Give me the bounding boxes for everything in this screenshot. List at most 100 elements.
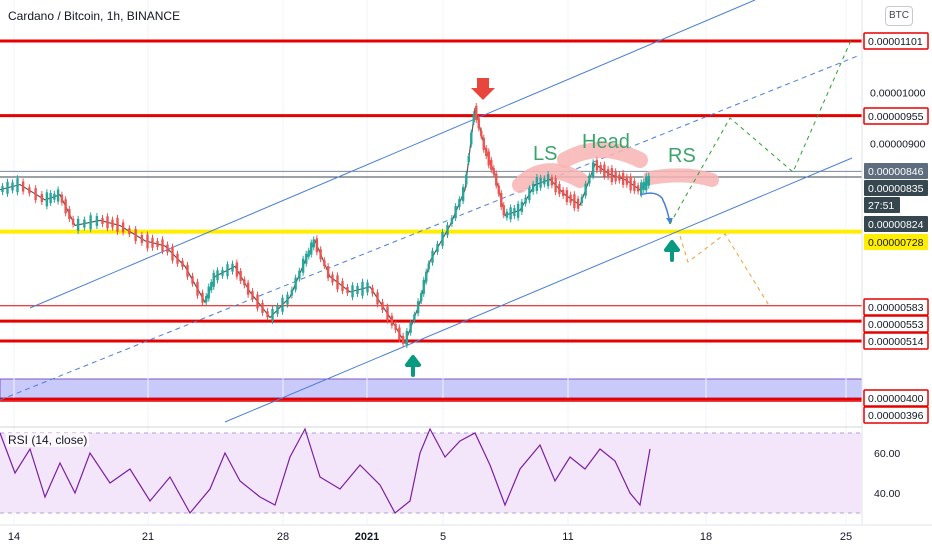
- candle-body: [505, 211, 509, 218]
- candle-body: [546, 174, 550, 187]
- candle-body: [470, 132, 473, 145]
- candle-body: [558, 184, 561, 195]
- candle-body: [34, 188, 37, 201]
- candle-body: [286, 294, 289, 305]
- candle-body: [53, 193, 56, 200]
- candle-body: [482, 137, 485, 150]
- candle-body: [290, 289, 294, 296]
- price-label-bg: [864, 163, 928, 179]
- price-label: 0.00000400: [863, 389, 929, 407]
- price-label-text: 27:51: [868, 200, 894, 212]
- candle-body: [543, 178, 546, 185]
- candle-body: [524, 197, 527, 204]
- price-label: 0.00000728: [864, 234, 928, 250]
- candle-body: [446, 224, 449, 235]
- purple-band: [0, 378, 863, 399]
- candle-body: [495, 173, 498, 186]
- candle-body: [201, 292, 204, 303]
- head-arc: [557, 142, 648, 168]
- candle-body: [101, 218, 104, 225]
- candle-body: [516, 203, 520, 218]
- candle-body: [216, 270, 219, 281]
- left-shoulder-arc: [512, 163, 588, 193]
- candle-body: [351, 285, 354, 298]
- candle-body: [251, 291, 254, 300]
- candle-body: [606, 169, 610, 178]
- candle-body: [487, 151, 490, 166]
- price-label-bg: [864, 180, 928, 196]
- candle-body: [266, 311, 269, 318]
- candle-body: [210, 282, 213, 291]
- candle-body: [513, 208, 516, 217]
- price-label-bg: [863, 389, 929, 407]
- candle-body: [346, 287, 349, 294]
- candle-body: [640, 182, 643, 195]
- price-label-text: 0.00000583: [868, 302, 924, 314]
- candle-body: [294, 277, 297, 290]
- candle-body: [186, 264, 189, 277]
- candle-body: [121, 222, 125, 233]
- projection-curve: [639, 192, 671, 225]
- candle-body: [356, 286, 359, 295]
- candle-body: [298, 270, 301, 279]
- candle-body: [6, 181, 9, 194]
- currency-button[interactable]: BTC: [885, 6, 913, 26]
- candle-body: [427, 263, 430, 270]
- candle-body: [371, 287, 374, 294]
- candle-body: [390, 315, 394, 326]
- candle-body: [454, 206, 457, 219]
- candle-body: [554, 178, 557, 193]
- candle-body: [405, 330, 409, 345]
- rsi-label: RSI (14, close): [6, 433, 90, 447]
- price-label-text: 0.00000553: [868, 319, 924, 331]
- candle-body: [326, 266, 330, 279]
- candle-body: [64, 199, 67, 214]
- candle-body: [341, 281, 344, 292]
- candle-body: [271, 308, 274, 321]
- candle-body: [475, 106, 478, 121]
- price-label-bg: [864, 197, 900, 213]
- candle-body: [576, 198, 580, 209]
- price-label-text: 0.00000514: [868, 336, 924, 348]
- price-label-bg: [863, 32, 929, 50]
- candle-body: [618, 174, 621, 181]
- price-label: 0.00000553: [863, 315, 929, 333]
- price-label-bg: [864, 234, 928, 250]
- candle-body: [281, 297, 284, 312]
- candle-body: [176, 253, 179, 264]
- candle-body: [226, 264, 229, 277]
- candle-body: [307, 250, 310, 257]
- candle-body: [422, 279, 425, 294]
- candle-body: [431, 250, 434, 263]
- candle-body: [461, 187, 465, 202]
- annotation-label: RS: [668, 145, 696, 167]
- rsi-band: [0, 433, 862, 513]
- candle-body: [595, 160, 599, 171]
- candle-body: [171, 246, 174, 261]
- y-tick-label: 0.00001000: [870, 88, 926, 100]
- rsi-line: [0, 427, 651, 515]
- x-tick-label: 28: [277, 531, 289, 543]
- right-shoulder-arc: [643, 168, 719, 187]
- buy-arrow-icon: [405, 355, 421, 377]
- candle-body: [116, 217, 119, 232]
- candle-body: [625, 176, 629, 185]
- candle-body: [331, 274, 334, 283]
- candle-body: [450, 218, 454, 225]
- price-label: 0.00001101: [863, 32, 929, 50]
- candle-body: [647, 175, 650, 186]
- candle-body: [312, 239, 315, 248]
- candle-body: [89, 215, 92, 230]
- candle-body: [497, 185, 500, 194]
- candle-body: [561, 189, 565, 196]
- candle-body: [146, 234, 149, 249]
- price-axis: [862, 0, 932, 550]
- candle-body: [645, 176, 648, 191]
- candle-body: [621, 172, 625, 185]
- candle-body: [441, 231, 444, 246]
- candle-body: [319, 249, 322, 260]
- candle-body: [550, 177, 554, 186]
- price-label-text: 0.00000955: [868, 111, 924, 123]
